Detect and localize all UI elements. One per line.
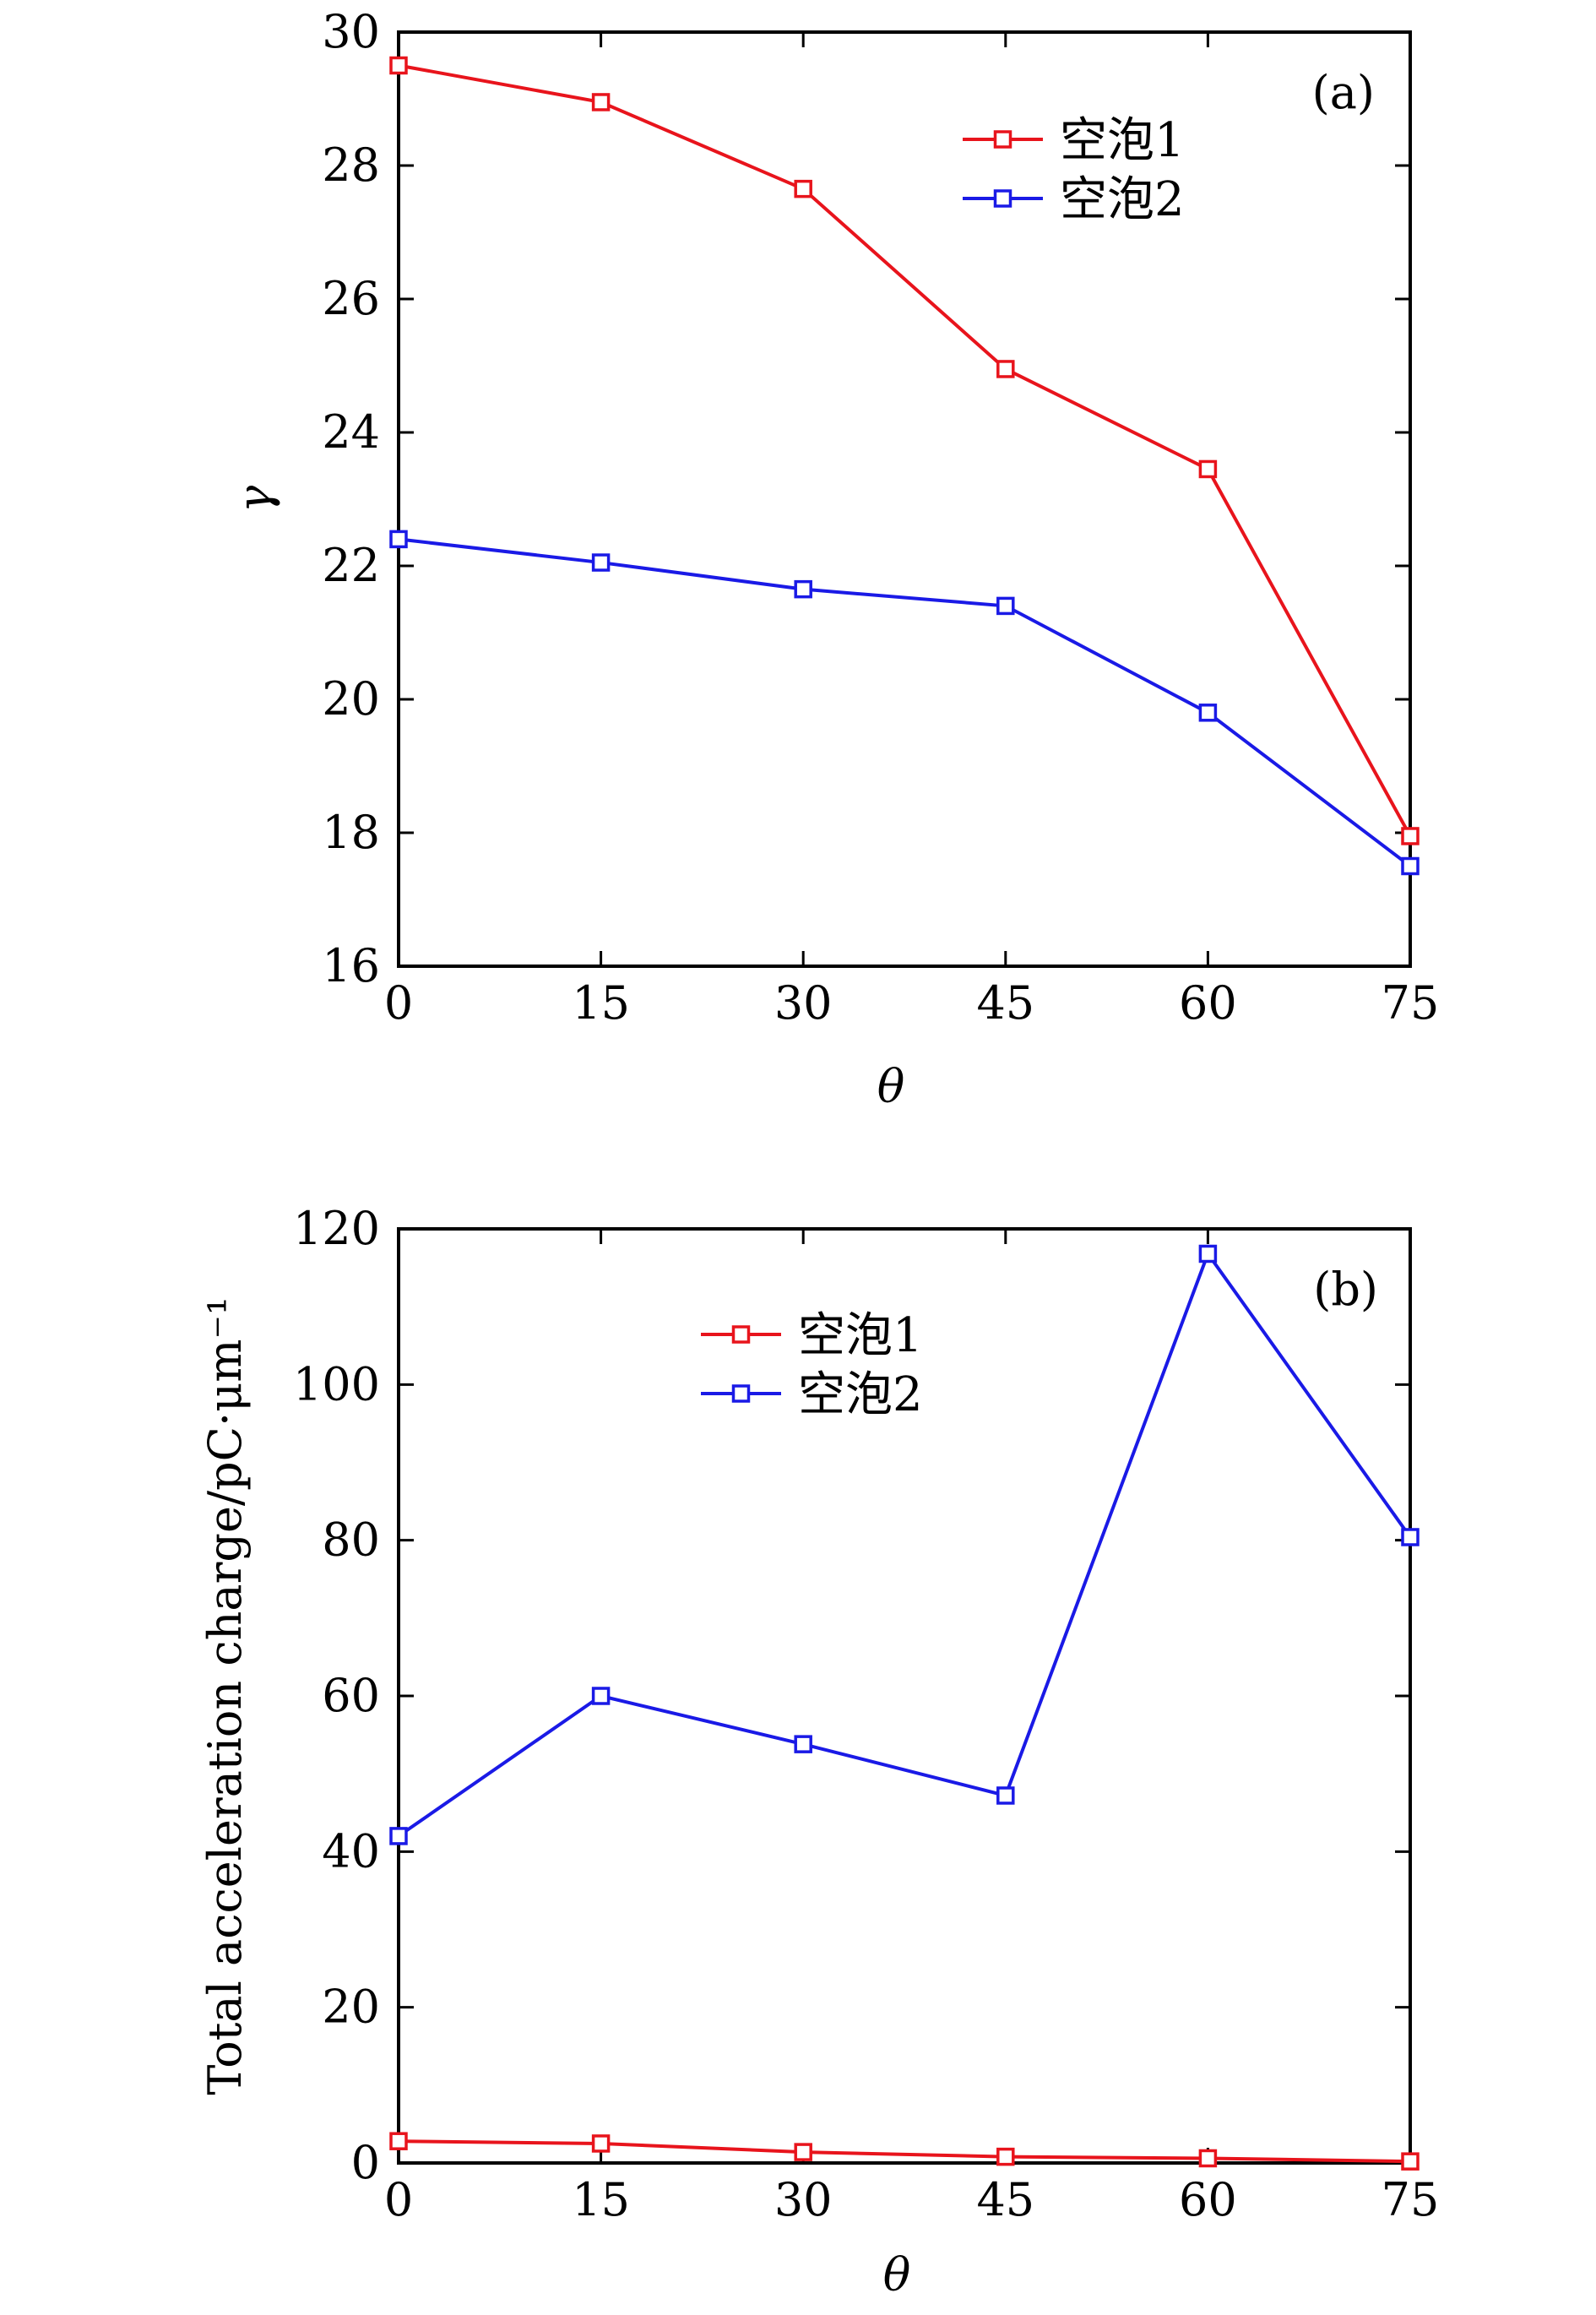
data-point <box>1198 1244 1218 1263</box>
panel-label-b: (b) <box>1313 1263 1378 1316</box>
x-tick-label: 0 <box>384 976 413 1030</box>
data-point <box>794 579 812 599</box>
y-tick-label: 28 <box>322 139 380 192</box>
x-tick-label: 75 <box>1382 976 1440 1030</box>
data-point <box>591 1687 611 1705</box>
data-point <box>1401 856 1420 876</box>
y-tick-label: 100 <box>293 1357 380 1410</box>
data-point <box>1198 459 1218 479</box>
legend-label: 空泡2 <box>1060 172 1185 227</box>
data-point <box>591 2134 611 2153</box>
plot-frame-a <box>397 30 1412 968</box>
y-tick-label: 22 <box>322 539 380 592</box>
x-axis-title-b: θ <box>883 2248 911 2301</box>
data-point <box>996 360 1015 378</box>
x-tick-label: 60 <box>1179 2173 1237 2226</box>
data-point <box>389 56 408 75</box>
x-tick-label: 30 <box>774 2173 833 2226</box>
data-point <box>1401 827 1420 845</box>
y-tick-label: 24 <box>322 405 380 459</box>
legend-marker <box>731 1384 751 1403</box>
legend-label: 空泡1 <box>1060 113 1185 168</box>
ticks-a: 0 15 30 45 60 75 16 18 20 22 24 26 28 30 <box>322 5 1439 1030</box>
data-point <box>389 2132 408 2150</box>
ticks-b: 0 15 30 45 60 75 0 20 40 60 80 100 120 <box>293 1202 1439 2226</box>
y-tick-label: 18 <box>322 806 380 859</box>
series-line-1 <box>398 63 1412 837</box>
data-point <box>794 2143 812 2161</box>
y-tick-label: 16 <box>322 939 380 992</box>
data-point <box>996 2147 1015 2166</box>
series-line-2 <box>398 537 1412 868</box>
data-point <box>389 1827 408 1845</box>
data-point <box>794 179 812 198</box>
series-b <box>389 1244 1420 2171</box>
data-point <box>591 93 611 111</box>
data-point <box>996 1786 1015 1805</box>
x-tick-label: 15 <box>572 976 630 1030</box>
data-point <box>1198 704 1218 722</box>
y-tick-label: 40 <box>322 1824 380 1878</box>
x-tick-label: 45 <box>976 2173 1034 2226</box>
legend-marker <box>993 189 1012 208</box>
panel-label-a: (a) <box>1312 66 1375 119</box>
y-axis-title-a: γ <box>228 485 281 513</box>
legend-marker <box>731 1325 751 1344</box>
y-tick-label: 80 <box>322 1513 380 1567</box>
y-tick-label: 20 <box>322 672 380 725</box>
series-line-2 <box>397 1250 1412 1838</box>
y-axis-title-b: Total acceleration charge/pC·μm⁻¹ <box>198 1296 252 2095</box>
y-tick-label: 26 <box>322 272 380 325</box>
x-tick-label: 60 <box>1179 976 1237 1030</box>
series-line-1 <box>398 2139 1411 2164</box>
data-point <box>1401 1528 1420 1546</box>
data-point <box>1401 2152 1420 2171</box>
y-tick-label: 60 <box>322 1669 380 1722</box>
legend-label: 空泡2 <box>798 1367 923 1422</box>
data-point <box>389 530 408 549</box>
x-tick-label: 15 <box>572 2173 630 2226</box>
x-axis-title-a: θ <box>877 1060 905 1113</box>
y-tick-label: 0 <box>351 2136 380 2189</box>
x-tick-label: 45 <box>976 976 1034 1030</box>
y-tick-label: 20 <box>322 1981 380 2034</box>
x-tick-label: 0 <box>384 2173 413 2226</box>
data-point <box>591 553 611 572</box>
data-point <box>996 596 1015 616</box>
y-tick-label: 120 <box>293 1202 380 1255</box>
x-tick-label: 30 <box>774 976 833 1030</box>
x-tick-label: 75 <box>1382 2173 1440 2226</box>
data-point <box>1198 2149 1218 2168</box>
series-a <box>389 56 1420 876</box>
legend-label: 空泡1 <box>798 1308 923 1363</box>
data-point <box>794 1735 812 1753</box>
y-tick-label: 30 <box>322 5 380 58</box>
legend-marker <box>993 130 1012 149</box>
